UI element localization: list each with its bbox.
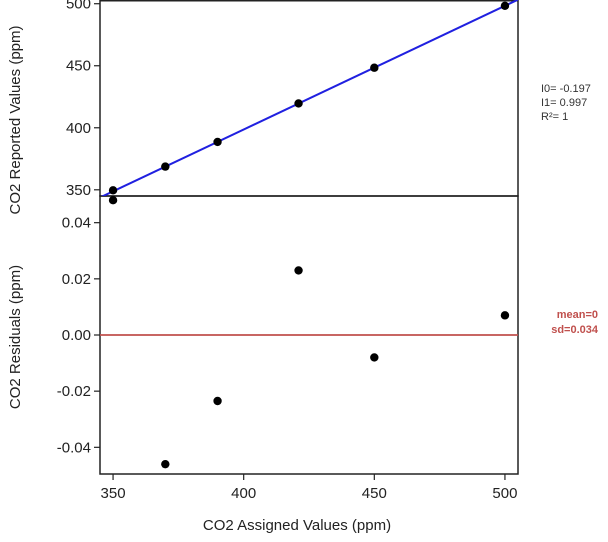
x-tick-label: 400 bbox=[231, 485, 256, 502]
regression-fit-line bbox=[100, 0, 518, 196]
reported-value-point bbox=[161, 162, 170, 171]
top-y-tick-label: 400 bbox=[66, 120, 91, 137]
top-y-tick-label: 500 bbox=[66, 0, 91, 13]
x-axis-title: CO2 Assigned Values (ppm) bbox=[203, 517, 391, 534]
bottom-y-axis-title: CO2 Residuals (ppm) bbox=[7, 265, 24, 409]
top-y-tick-label: 350 bbox=[66, 182, 91, 199]
residual-point bbox=[161, 459, 170, 469]
top-panel-plot bbox=[100, 0, 518, 196]
residual-point bbox=[294, 266, 303, 275]
residual-point bbox=[370, 353, 379, 362]
bottom-panel-plot bbox=[100, 196, 518, 469]
x-tick-label: 450 bbox=[362, 485, 387, 502]
top-y-axis-title: CO2 Reported Values (ppm) bbox=[7, 26, 24, 215]
x-tick-label: 350 bbox=[101, 485, 126, 502]
bottom-y-tick-label: -0.02 bbox=[57, 383, 91, 400]
axes-ticks: 350 400 450 500 0.04 0.02 0.00 -0.02 -0.04 350 400… bbox=[57, 0, 518, 502]
fit-r-squared-label: R²= 1 bbox=[541, 111, 568, 123]
reported-value-point bbox=[213, 137, 222, 147]
x-tick-label: 500 bbox=[492, 485, 517, 502]
residual-point bbox=[213, 396, 222, 406]
bottom-y-tick-label: 0.02 bbox=[62, 271, 91, 288]
top-y-tick-label: 450 bbox=[66, 58, 91, 75]
bottom-y-tick-label: -0.04 bbox=[57, 439, 91, 456]
fit-slope-label: I1= 0.997 bbox=[541, 97, 587, 109]
bottom-y-tick-label: 0.04 bbox=[62, 215, 91, 232]
bottom-y-tick-label: 0.00 bbox=[62, 327, 91, 344]
reported-value-point bbox=[500, 1, 510, 11]
fit-intercept-label: I0= -0.197 bbox=[541, 83, 591, 95]
residual-sd-label: sd=0.034 bbox=[551, 324, 599, 336]
reported-value-point bbox=[370, 63, 379, 72]
residual-point bbox=[108, 196, 118, 205]
residual-mean-label: mean=0 bbox=[557, 309, 598, 321]
reported-value-point bbox=[108, 186, 118, 195]
reported-value-point bbox=[294, 99, 303, 108]
residual-point bbox=[500, 311, 510, 320]
